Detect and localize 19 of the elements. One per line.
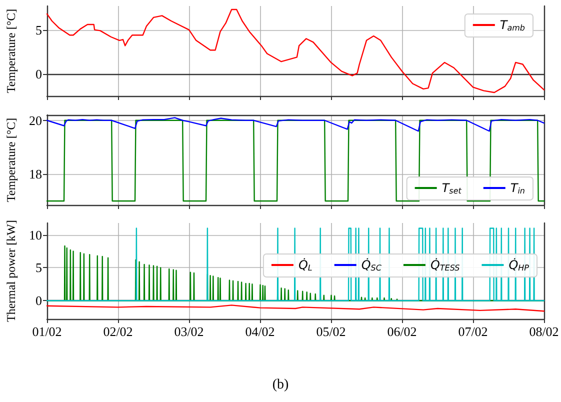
y-tick-label: 20 bbox=[29, 112, 42, 128]
x-tick-label: 08/02 bbox=[529, 324, 559, 339]
x-tick-label: 02/02 bbox=[103, 324, 133, 339]
y-tick-label: 0 bbox=[36, 66, 42, 82]
text: (b) bbox=[272, 378, 289, 392]
y-tick-label: 5 bbox=[36, 260, 42, 276]
y-axis-title: Temperature [°C] bbox=[4, 8, 18, 94]
y-axis-title: Thermal power [kW] bbox=[4, 220, 18, 322]
x-tick-label: 01/02 bbox=[32, 324, 62, 339]
y-axis-title: Temperature [°C] bbox=[4, 118, 18, 202]
x-tick-label: 04/02 bbox=[245, 324, 275, 339]
x-tick-label: 07/02 bbox=[458, 324, 488, 339]
x-tick-label: 03/02 bbox=[174, 324, 204, 339]
y-tick-label: 18 bbox=[29, 166, 42, 182]
y-tick-label: 0 bbox=[36, 293, 42, 308]
x-tick-label: 05/02 bbox=[316, 324, 346, 339]
y-tick-label: 10 bbox=[29, 227, 42, 242]
y-tick-label: 5 bbox=[36, 22, 42, 38]
x-tick-label: 06/02 bbox=[387, 324, 417, 339]
